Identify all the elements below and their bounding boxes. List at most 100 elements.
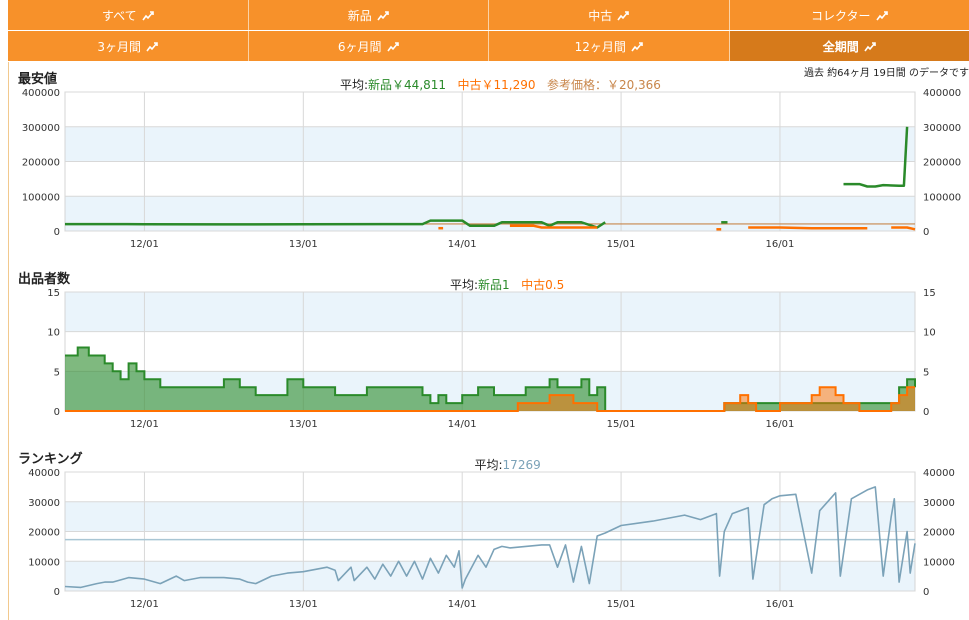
tab-label: 全期間 — [822, 39, 859, 54]
chart-trend-icon — [377, 9, 389, 21]
tab-label: 12ヶ月間 — [574, 39, 626, 54]
y-tick-label-right: 15 — [923, 288, 936, 299]
grid-band — [65, 561, 915, 591]
x-tick-label: 12/01 — [130, 599, 159, 610]
y-tick-label-left: 15 — [47, 288, 60, 299]
price-title: 最安値 — [18, 71, 57, 87]
price-chart: 0 0 100000 100000 200000 200000 300000 300000 40… — [18, 71, 961, 250]
y-tick-label-left: 200000 — [22, 158, 60, 169]
average-gap — [510, 278, 521, 292]
y-tick-label-left: 40000 — [28, 468, 60, 479]
ranking-chart: 0 0 10000 10000 20000 20000 30000 30000 40000 400… — [18, 451, 955, 610]
used-sellers-area — [65, 387, 915, 411]
tab-12-months[interactable]: 12ヶ月間 — [489, 31, 730, 61]
y-tick-label-left: 20000 — [28, 528, 60, 539]
new-series-line — [64, 219, 606, 229]
average-prefix: 平均: — [450, 278, 478, 292]
grid-band — [65, 292, 915, 332]
x-tick-label: 14/01 — [448, 599, 477, 610]
x-tick-label: 13/01 — [289, 419, 318, 430]
x-tick-label: 12/01 — [130, 239, 159, 250]
y-tick-label-right: 0 — [923, 227, 929, 238]
left-border — [8, 62, 9, 620]
chart-trend-icon — [386, 40, 399, 52]
x-tick-label: 15/01 — [607, 599, 636, 610]
x-tick-label: 14/01 — [448, 419, 477, 430]
ranking-average: 平均:17269 — [475, 458, 541, 472]
ranking-title: ランキング — [18, 451, 83, 467]
y-tick-label-left: 30000 — [28, 498, 60, 509]
grid-band — [65, 126, 915, 162]
chart-trend-icon — [146, 40, 158, 52]
y-tick-label-right: 400000 — [923, 88, 961, 99]
tab-3-months[interactable]: 3ヶ月間 — [8, 31, 249, 61]
tab-label: すべて — [101, 8, 137, 23]
sellers-title: 出品者数 — [18, 271, 71, 287]
chart-trend-icon — [141, 9, 154, 21]
tab-new[interactable]: 新品 — [248, 0, 489, 30]
x-tick-label: 15/01 — [607, 239, 636, 250]
average-gap — [536, 78, 547, 92]
chart-trend-icon — [631, 40, 643, 52]
x-tick-label: 15/01 — [607, 419, 636, 430]
x-tick-label: 16/01 — [766, 239, 795, 250]
new-series-line — [843, 126, 909, 188]
tab-all[interactable]: すべて — [8, 0, 249, 30]
average-gap — [446, 78, 457, 92]
y-tick-label-right: 40000 — [923, 468, 955, 479]
used-series-line — [509, 224, 598, 229]
y-tick-label-right: 20000 — [923, 528, 955, 539]
y-tick-label-left: 10000 — [28, 557, 60, 568]
average-new: 新品1 — [478, 277, 510, 292]
tab-all-time[interactable]: 全期間 — [729, 31, 969, 61]
x-tick-label: 14/01 — [448, 239, 477, 250]
y-tick-label-right: 10000 — [923, 557, 955, 568]
tab-used[interactable]: 中古 — [489, 0, 730, 30]
y-tick-label-left: 400000 — [22, 88, 60, 99]
average-used: 中古0.5 — [521, 277, 564, 292]
used-series-line — [891, 226, 916, 231]
tab-label: 新品 — [347, 8, 372, 23]
chart-trend-icon — [617, 9, 630, 21]
average-rank: 17269 — [503, 458, 541, 472]
range-tabs-row-2: 3ヶ月間 6ヶ月間 12ヶ月間 全期間 — [8, 31, 969, 61]
tab-label: 3ヶ月間 — [97, 39, 142, 54]
average-prefix: 平均: — [340, 78, 368, 92]
y-tick-label-left: 10 — [47, 328, 60, 339]
average-prefix: 平均: — [475, 458, 503, 472]
tab-6-months[interactable]: 6ヶ月間 — [248, 31, 489, 61]
x-tick-label: 13/01 — [289, 599, 318, 610]
tab-label: コレクター — [810, 8, 871, 23]
x-tick-label: 13/01 — [289, 239, 318, 250]
y-tick-label-left: 0 — [54, 407, 60, 418]
period-note: 過去 約64ヶ月 19日間 のデータです — [804, 68, 969, 79]
y-tick-label-right: 0 — [923, 587, 929, 598]
grid-band — [65, 501, 915, 532]
chart-trend-icon — [864, 40, 876, 52]
tab-label: 中古 — [588, 8, 613, 23]
y-tick-label-right: 0 — [923, 407, 929, 418]
rank-series-line — [64, 486, 916, 589]
y-tick-label-left: 100000 — [22, 192, 60, 203]
y-tick-label-right: 30000 — [923, 498, 955, 509]
x-tick-label: 16/01 — [766, 419, 795, 430]
average-used: 中古￥11,290 — [458, 77, 536, 92]
y-tick-label-right: 10 — [923, 328, 936, 339]
chart-trend-icon — [875, 9, 888, 21]
range-tabs-row-1: すべて 新品 中古 コレクター — [8, 0, 969, 30]
tab-collector[interactable]: コレクター — [729, 0, 969, 30]
y-tick-label-right: 300000 — [923, 123, 961, 134]
price-average: 平均:新品￥44,811 中古￥11,290 参考価格：￥20,366 — [340, 77, 661, 92]
sellers-average: 平均:新品1 中古0.5 — [450, 277, 564, 292]
x-tick-label: 12/01 — [130, 419, 159, 430]
used-sellers-line — [65, 386, 915, 412]
y-tick-label-left: 0 — [54, 227, 60, 238]
x-tick-label: 16/01 — [766, 599, 795, 610]
average-ref: 参考価格：￥20,366 — [547, 77, 661, 92]
used-series-line — [748, 226, 868, 230]
y-tick-label-right: 5 — [923, 367, 929, 378]
y-tick-label-right: 100000 — [923, 192, 961, 203]
average-new: 新品￥44,811 — [368, 77, 446, 92]
y-tick-label-left: 5 — [54, 367, 60, 378]
